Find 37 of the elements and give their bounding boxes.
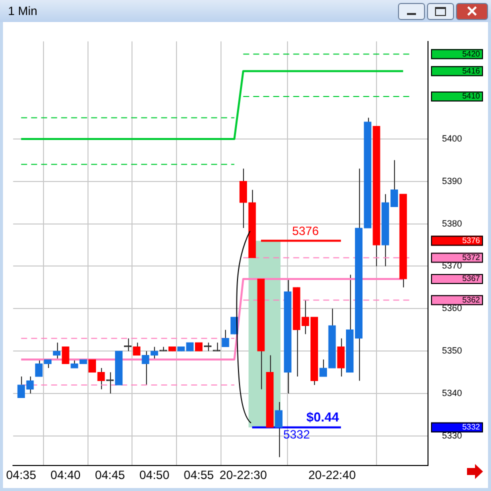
y-tick-label: 5330 bbox=[442, 430, 462, 440]
x-tick-label: 04:45 bbox=[94, 468, 126, 482]
x-tick-label: 04:40 bbox=[50, 468, 81, 482]
x-tick-label: 04:35 bbox=[6, 468, 36, 482]
y-tick-label: 5380 bbox=[442, 218, 462, 228]
series-label: 5376 bbox=[292, 224, 320, 238]
candlestick bbox=[26, 376, 34, 394]
text: 5372 bbox=[462, 252, 481, 262]
y-tick-label: 5340 bbox=[442, 388, 462, 398]
y-tick-label: 5390 bbox=[442, 176, 462, 186]
candlestick bbox=[274, 401, 283, 458]
candlestick bbox=[150, 346, 158, 360]
text: 5362 bbox=[462, 295, 481, 304]
candlestick bbox=[239, 168, 248, 229]
y-tick-label: 5370 bbox=[442, 260, 462, 271]
x-tick-label: 20-22:30 bbox=[220, 468, 268, 482]
text: 5332 bbox=[462, 422, 481, 432]
candlestick bbox=[62, 346, 70, 364]
candlestick bbox=[222, 329, 230, 348]
chart-title: 1 Min bbox=[8, 4, 38, 18]
y-tick-label: 5400 bbox=[442, 133, 462, 144]
annotation: $0.44 bbox=[306, 410, 340, 424]
x-tick-label: 04:50 bbox=[139, 468, 170, 482]
text: 5416 bbox=[462, 66, 481, 76]
candlestick bbox=[337, 338, 345, 378]
series-label: 5332 bbox=[283, 428, 310, 442]
text: 5410 bbox=[462, 92, 481, 101]
text: 5376 bbox=[462, 236, 481, 245]
candlestick bbox=[142, 350, 150, 386]
y-tick-label: 5360 bbox=[442, 303, 462, 314]
x-tick-label: 04:55 bbox=[184, 468, 214, 482]
text: 5420 bbox=[462, 49, 481, 58]
x-tick-label: 20-22:40 bbox=[308, 468, 356, 482]
text: 5367 bbox=[462, 274, 481, 284]
candlestick bbox=[17, 376, 25, 398]
y-tick-label: 5350 bbox=[442, 346, 462, 356]
candlestick bbox=[52, 342, 60, 360]
